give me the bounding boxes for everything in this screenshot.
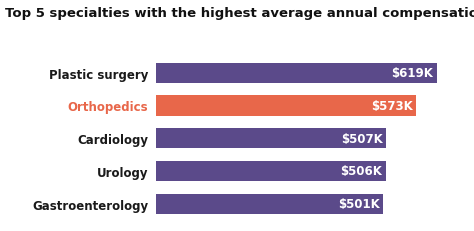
Text: Top 5 specialties with the highest average annual compensation: Top 5 specialties with the highest avera… — [5, 7, 474, 20]
Bar — [156, 194, 383, 214]
Bar — [156, 96, 416, 116]
Text: $573K: $573K — [371, 100, 412, 112]
Text: $619K: $619K — [392, 67, 433, 80]
Bar — [156, 63, 437, 83]
Text: $506K: $506K — [340, 165, 382, 178]
Text: $501K: $501K — [338, 197, 380, 210]
Text: $507K: $507K — [341, 132, 383, 145]
Bar — [156, 161, 386, 181]
Bar — [156, 128, 386, 149]
